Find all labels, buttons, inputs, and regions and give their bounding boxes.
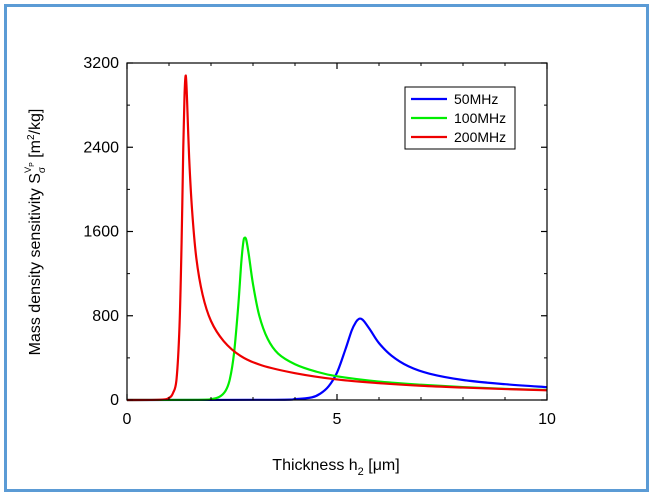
y-tick-label: 3200 (83, 55, 119, 72)
series-line-200MHz (126, 74, 548, 402)
legend: 50MHz 100MHz 200MHz (404, 86, 516, 150)
y-tick-label: 800 (92, 308, 119, 325)
x-tick-label: 5 (333, 411, 342, 428)
plot-area (126, 74, 548, 402)
legend-label-50MHz: 50MHz (454, 91, 498, 107)
y-tick-label: 0 (110, 392, 119, 409)
axes: 0 5 10 0 800 1600 2400 3200 (83, 55, 556, 428)
y-tick-label: 2400 (83, 139, 119, 156)
y-axis-label: Mass density sensitivity SσVP [m2/kg] (23, 109, 48, 356)
y-tick-label: 1600 (83, 224, 119, 241)
x-tick-label: 10 (538, 411, 556, 428)
figure-frame (4, 4, 649, 492)
series-line-100MHz (126, 236, 548, 402)
x-axis-label: Thickness h2 [μm] (272, 457, 399, 478)
legend-label-200MHz: 200MHz (454, 129, 506, 145)
legend-label-100MHz: 100MHz (454, 110, 506, 126)
series-line-50MHz (126, 317, 548, 402)
x-tick-label: 0 (123, 411, 132, 428)
